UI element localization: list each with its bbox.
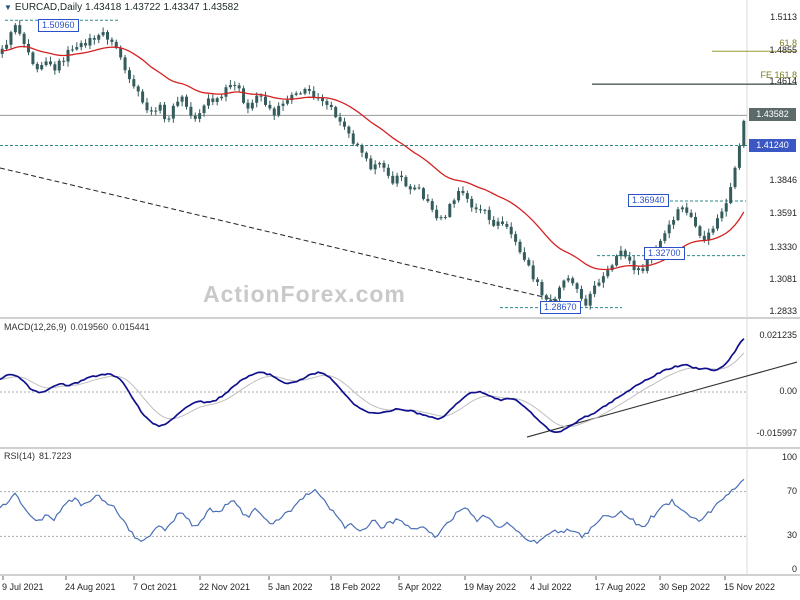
macd-indicator-label: MACD(12,26,9) 0.019560 0.015441 [4,322,154,332]
low-level-label: 1.28670 [540,301,581,314]
rsi-axis-label: 0 [791,564,797,574]
ohlc-high: 1.43722 [124,2,161,13]
date-axis-label: 30 Sep 2022 [659,582,711,592]
price-axis-label: 1.3081 [769,274,797,284]
ohlc-low: 1.43347 [163,2,200,13]
chart-symbol-icon: ▼ [4,3,12,12]
macd-name: MACD(12,26,9) [4,322,67,332]
macd-axis-label: 0.00 [779,386,797,396]
date-axis-label: 19 May 2022 [464,582,517,592]
price-axis-label: 1.5113 [770,12,797,22]
price-axis-label: 1.4855 [769,45,797,55]
price-axis-label: 1.3846 [769,175,797,185]
price-axis-label: 1.2833 [769,306,797,316]
ohlc-close: 1.43582 [202,2,239,13]
date-axis-label: 24 Aug 2021 [65,582,116,592]
date-axis-label: 22 Nov 2021 [199,582,251,592]
price-axis-label: 1.3591 [769,208,797,218]
resistance-level-label: 1.36940 [628,194,669,207]
date-axis-label: 4 Jul 2022 [530,582,572,592]
price-axis-label: 1.3330 [769,242,797,252]
fib-retracement-label: 61.8 [779,38,797,48]
macd-axis-label: 0.021235 [759,330,797,340]
macd-axis-label: -0.015997 [756,428,797,438]
support-level-label: 1.32700 [644,247,685,260]
date-axis-label: 17 Aug 2022 [595,582,646,592]
macd-signal-value: 0.015441 [112,322,150,332]
rsi-indicator-label: RSI(14) 81.7223 [4,451,76,461]
watermark: ActionForex.com [203,281,406,307]
rsi-name: RSI(14) [4,451,36,461]
date-axis-label: 18 Feb 2022 [330,582,381,592]
date-axis-label: 5 Apr 2022 [398,582,442,592]
macd-value: 0.019560 [70,322,109,332]
current-price-tag: 1.43582 [749,108,796,121]
target-price-tag: 1.41240 [749,139,796,152]
rsi-axis-label: 100 [781,452,797,462]
rsi-axis-label: 70 [786,486,797,496]
date-axis-label: 7 Oct 2021 [133,582,178,592]
date-axis-label: 5 Jan 2022 [268,582,313,592]
price-axis-label: 1.4614 [769,76,797,86]
date-axis-label: 15 Nov 2022 [724,582,776,592]
rsi-value: 81.7223 [39,451,72,461]
rsi-axis-label: 30 [786,530,797,540]
date-axis-label: 9 Jul 2021 [2,582,44,592]
fib-extension-label: FE 161.8 [760,70,797,80]
ohlc-open: 1.43418 [85,2,122,13]
high-level-label: 1.50960 [38,19,79,32]
symbol-name: EURCAD,Daily [14,2,83,13]
chart-title: ▼ EURCAD,Daily 1.43418 1.43722 1.43347 1.4358… [4,2,242,13]
